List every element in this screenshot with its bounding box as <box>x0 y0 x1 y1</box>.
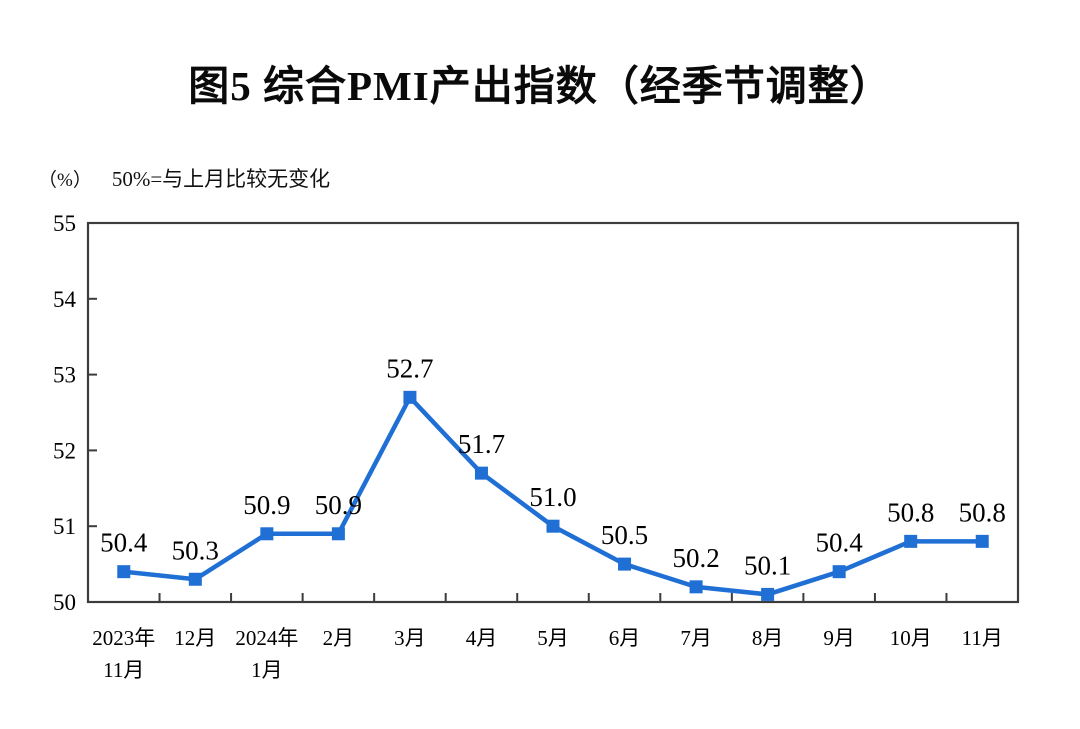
x-axis-category-label: 5月 <box>537 626 569 650</box>
y-axis-tick-label: 50 <box>53 590 76 615</box>
data-point-marker <box>761 587 775 601</box>
x-axis-category-label: 10月 <box>890 626 932 650</box>
data-point-marker <box>975 534 989 548</box>
y-axis-tick-label: 52 <box>53 438 76 463</box>
data-point-marker <box>618 557 632 571</box>
data-point-label: 50.2 <box>672 543 719 573</box>
y-axis-unit-label: （%） <box>38 170 92 191</box>
data-point-marker <box>832 565 846 579</box>
data-point-label: 51.0 <box>529 482 576 512</box>
y-axis-tick-label: 53 <box>53 363 76 388</box>
x-axis-category-label: 4月 <box>466 626 498 650</box>
baseline-note: 50%=与上月比较无变化 <box>111 167 331 191</box>
data-point-marker <box>546 519 560 533</box>
x-axis-category-label: 11月 <box>962 626 1003 650</box>
data-point-label: 51.7 <box>458 429 505 459</box>
data-point-marker <box>331 527 345 541</box>
data-point-marker <box>403 390 417 404</box>
y-axis-tick-label: 54 <box>53 287 77 312</box>
x-axis-category-label: 2月 <box>323 626 355 650</box>
x-axis-category-label: 9月 <box>823 626 855 650</box>
data-point-label: 50.1 <box>744 550 791 580</box>
x-axis-category-label: 3月 <box>394 626 426 650</box>
y-axis-tick-label: 55 <box>53 211 76 236</box>
data-point-label: 50.9 <box>315 490 362 520</box>
data-point-marker <box>904 534 918 548</box>
plot-border <box>86 221 1020 604</box>
data-point-label: 50.3 <box>172 535 219 565</box>
data-point-marker <box>474 466 488 480</box>
y-axis-tick-label: 51 <box>53 514 76 539</box>
x-axis-category-label: 12月 <box>174 626 216 650</box>
x-axis-category-label: 2023年 11月 <box>92 626 155 682</box>
x-axis-category-label: 7月 <box>680 626 712 650</box>
data-point-label: 50.8 <box>887 497 934 527</box>
x-axis-category-label: 6月 <box>609 626 641 650</box>
data-point-marker <box>117 565 131 579</box>
data-point-label: 50.8 <box>959 497 1006 527</box>
data-point-label: 52.7 <box>386 353 433 383</box>
data-point-marker <box>689 580 703 594</box>
data-point-marker <box>260 527 274 541</box>
chart-title: 图5 综合PMI产出指数（经季节调整） <box>188 63 892 109</box>
x-axis-category-label: 2024年 1月 <box>235 626 298 682</box>
data-point-label: 50.4 <box>816 528 864 558</box>
data-point-marker <box>188 572 202 586</box>
x-axis-category-label: 8月 <box>752 626 784 650</box>
chart-subtitle-row: （%） 50%=与上月比较无变化 <box>38 163 330 193</box>
data-point-label: 50.9 <box>243 490 290 520</box>
data-point-label: 50.4 <box>100 528 148 558</box>
data-point-label: 50.5 <box>601 520 648 550</box>
